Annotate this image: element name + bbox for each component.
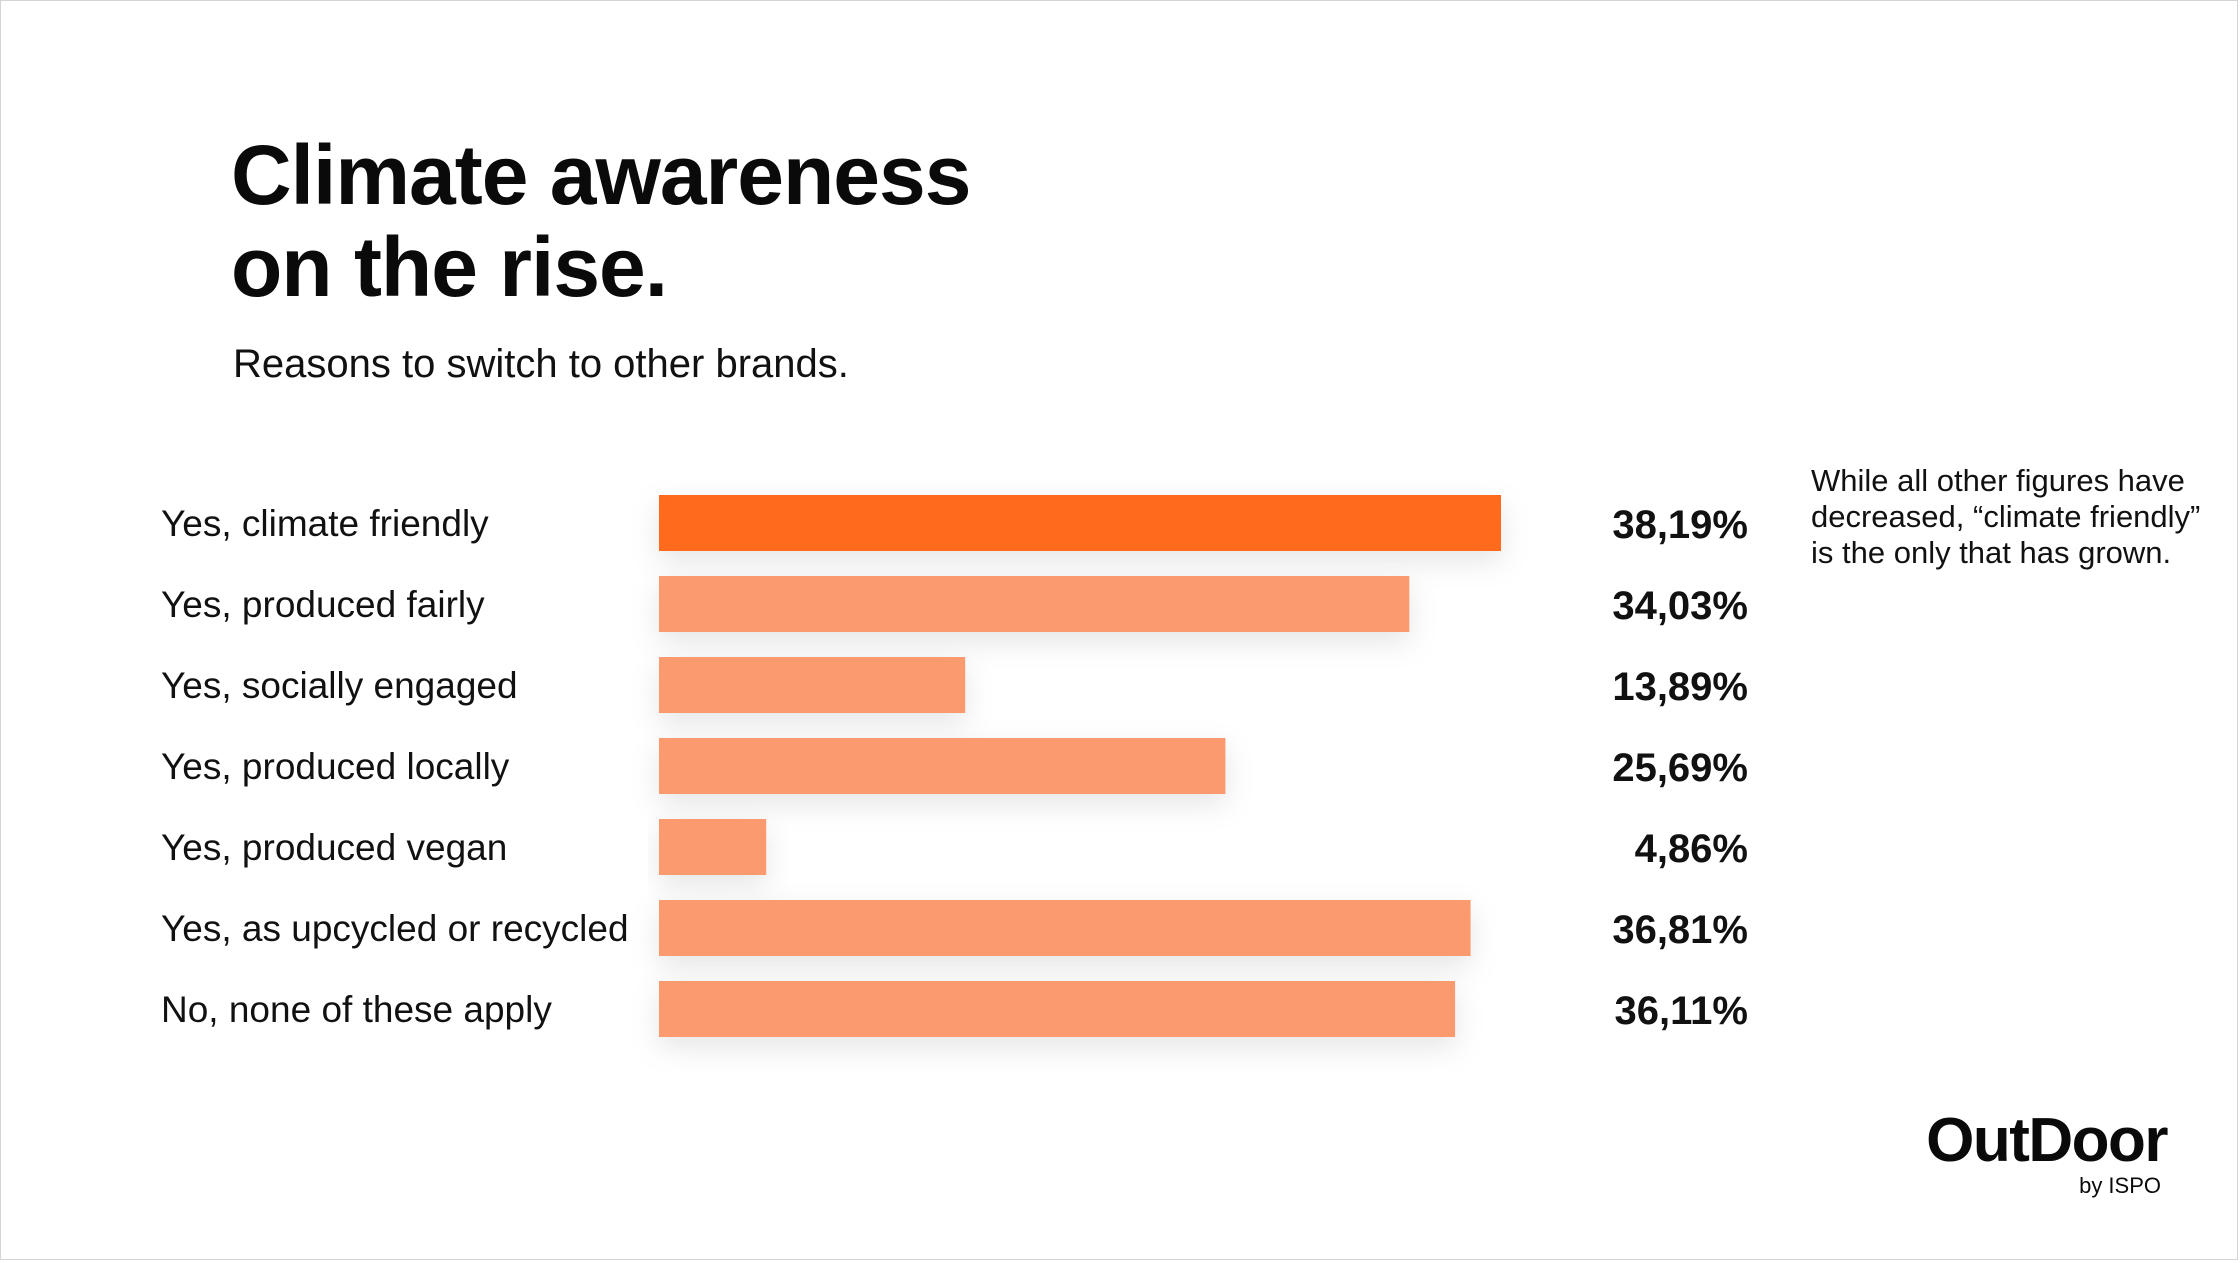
bar-0 (659, 495, 1501, 551)
chart-title: Climate awareness on the rise. (231, 128, 971, 314)
category-label-5: Yes, as upcycled or recycled (161, 908, 629, 949)
value-label-1: 34,03% (1612, 584, 1748, 628)
category-label-6: No, none of these apply (161, 989, 552, 1030)
bar-5 (659, 900, 1471, 956)
value-labels-group: 38,19% 34,03% 13,89% 25,69% 4,86% 36,81% 36,11… (1612, 503, 1748, 1033)
value-label-6: 36,11% (1615, 989, 1748, 1033)
category-label-0: Yes, climate friendly (161, 503, 489, 544)
category-label-4: Yes, produced vegan (161, 827, 507, 868)
category-label-1: Yes, produced fairly (161, 584, 485, 625)
annotation-note: While all other figures have decreased, … (1811, 463, 2201, 570)
logo-wordmark: OutDoor (1926, 1106, 2168, 1175)
chart-title-line-1: Climate awareness (231, 128, 971, 222)
category-label-2: Yes, socially engaged (161, 665, 518, 706)
bars-group (659, 495, 1501, 1037)
value-label-4: 4,86% (1635, 827, 1748, 871)
bar-1 (659, 576, 1410, 632)
chart-subtitle: Reasons to switch to other brands. (233, 342, 849, 386)
category-label-3: Yes, produced locally (161, 746, 510, 787)
bar-6 (659, 981, 1456, 1037)
logo-byline: by ISPO (2079, 1173, 2161, 1198)
bar-2 (659, 657, 966, 713)
outdoor-logo: OutDoor by ISPO (1926, 1106, 2168, 1199)
category-labels-group: Yes, climate friendly Yes, produced fairl… (161, 503, 629, 1030)
bar-4 (659, 819, 767, 875)
value-label-2: 13,89% (1612, 665, 1748, 709)
bar-3 (659, 738, 1226, 794)
value-label-3: 25,69% (1612, 746, 1748, 790)
chart-title-line-2: on the rise. (231, 220, 668, 314)
value-label-0: 38,19% (1612, 503, 1748, 547)
value-label-5: 36,81% (1612, 908, 1748, 952)
